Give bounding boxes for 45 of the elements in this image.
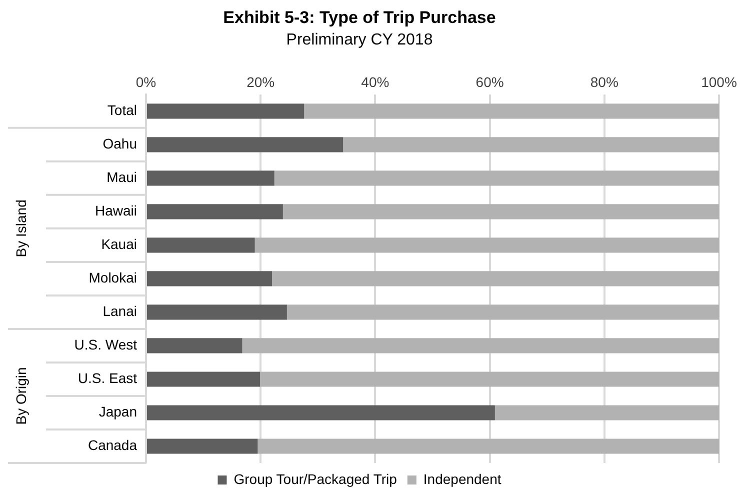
y-tick-label: U.S. East [78,370,138,386]
y-tick-label: Hawaii [94,202,137,219]
bar [147,170,274,186]
bar [147,238,255,253]
bar [147,271,272,286]
bar [304,104,719,119]
y-tick-label: Canada [88,437,138,454]
y-tick-label: Kauai [101,236,137,252]
bar [147,338,242,354]
y-tick-label: Maui [106,169,137,186]
bar [147,372,260,387]
y-tick-label: Lanai [102,303,137,320]
x-tick-label: 100% [701,74,737,90]
bar [147,304,287,320]
bar [494,405,719,420]
bar [272,271,719,286]
legend-label: Independent [423,470,502,487]
legend-label: Group Tour/Packaged Trip [234,470,398,487]
x-tick-label: 80% [590,74,618,90]
y-tick-label: U.S. West [74,336,138,353]
bar [258,438,719,454]
bar [147,204,283,220]
bar [242,338,719,354]
y-tick-label: Japan [98,404,137,420]
chart-title: Exhibit 5-3: Type of Trip Purchase [223,8,496,27]
bar [282,204,719,220]
y-tick-label: Molokai [88,270,137,286]
bar [147,438,258,454]
x-tick-label: 20% [246,74,275,90]
bar [147,104,304,119]
y-tick-label: Total [107,102,137,118]
text: By Island [12,200,29,258]
y-tick-label: Oahu [102,136,137,152]
x-tick-label: 0% [136,74,156,90]
bar [147,137,344,152]
bar [343,137,719,152]
bar [260,372,719,387]
x-tick-label: 40% [361,74,390,90]
bar [254,238,719,253]
x-tick-label: 60% [476,74,504,90]
bar [274,170,719,186]
text: By Origin [12,367,29,425]
bar [147,405,495,420]
chart-subtitle: Preliminary CY 2018 [286,31,433,48]
bar [286,304,719,320]
